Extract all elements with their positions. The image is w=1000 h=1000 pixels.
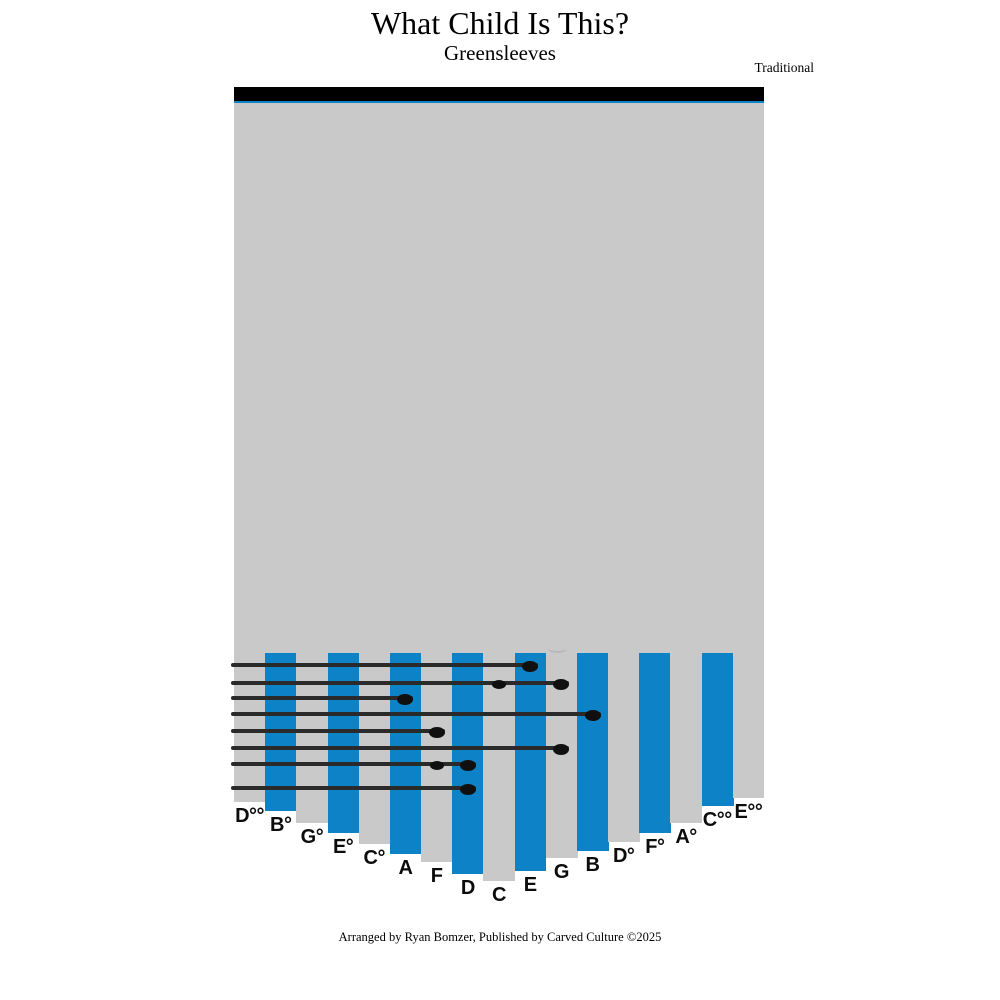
note-line-6	[231, 746, 570, 750]
note-line-5	[231, 729, 445, 733]
tine-E°	[327, 653, 360, 833]
tine-label-A: A	[398, 857, 413, 879]
tine-label-G°: G°	[300, 826, 324, 848]
note-dot-D	[459, 783, 476, 795]
kalimba-board	[234, 102, 764, 655]
note-dot-C	[492, 679, 506, 689]
board-column-A°	[670, 653, 703, 823]
tine-label-D: D	[460, 877, 475, 899]
note-dot-F	[428, 726, 445, 738]
tine-B	[576, 653, 609, 851]
faint-tie-mark	[548, 644, 567, 653]
tine-label-F: F	[430, 865, 443, 887]
credit-traditional: Traditional	[754, 60, 814, 75]
tine-label-B: B	[585, 854, 600, 876]
top-bar-blue-strip	[234, 100, 764, 103]
note-dot-G	[553, 678, 570, 690]
note-line-1	[231, 663, 539, 667]
tine-F°	[639, 653, 672, 833]
note-dot-B	[584, 709, 601, 721]
tine-label-E°°: E°°	[734, 801, 763, 823]
note-line-2	[231, 681, 570, 685]
note-dot-A	[397, 693, 414, 705]
tine-label-B°: B°	[270, 814, 292, 836]
tine-label-D°°: D°°	[235, 805, 265, 827]
tine-E	[514, 653, 547, 871]
note-line-4	[231, 712, 601, 716]
note-line-8	[231, 786, 476, 790]
tine-label-D°: D°	[612, 845, 635, 867]
tine-label-E°: E°	[332, 836, 354, 858]
board-column-C	[483, 653, 516, 881]
note-dot-D	[459, 759, 476, 771]
board-column-D°°	[234, 653, 266, 802]
tine-label-F°: F°	[645, 836, 665, 858]
top-bar	[234, 87, 764, 101]
note-line-7	[231, 762, 476, 766]
note-dot-E	[522, 660, 539, 672]
tine-label-A°: A°	[675, 826, 697, 848]
tine-label-C: C	[492, 884, 506, 906]
board-column-E°°	[732, 653, 764, 798]
tine-label-C°: C°	[363, 847, 386, 869]
page-title: What Child Is This?	[370, 5, 630, 41]
board-column-F	[421, 653, 453, 862]
board-column-D°	[608, 653, 640, 842]
tine-label-G: G	[553, 861, 570, 883]
footer-credit: Arranged by Ryan Bomzer, Published by Ca…	[338, 930, 662, 944]
tine-label-E: E	[523, 874, 537, 896]
tine-label-C°°: C°°	[702, 809, 732, 831]
board-column-G°	[296, 653, 329, 823]
page-subtitle: Greensleeves	[444, 41, 556, 65]
note-dot-G	[553, 743, 570, 755]
tine-C°°	[701, 653, 734, 806]
note-dot-F	[429, 760, 444, 770]
note-line-3	[231, 696, 414, 700]
tine-A	[389, 653, 422, 854]
